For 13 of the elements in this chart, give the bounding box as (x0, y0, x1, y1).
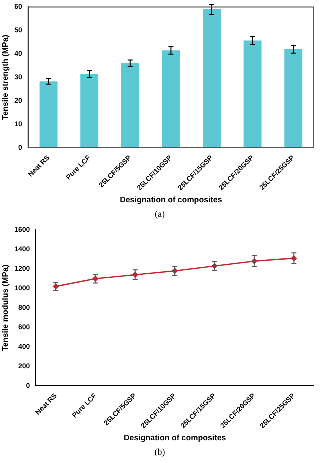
y-axis-title: Tensile strength (MPa) (1, 34, 10, 120)
bar (203, 10, 221, 148)
y-axis-title: Tensile modulus (MPa) (1, 264, 10, 352)
bar (121, 64, 140, 148)
bar (80, 74, 99, 148)
x-axis-title: Designation of composites (120, 195, 223, 204)
bar (162, 50, 180, 148)
text: (a) (154, 208, 166, 221)
x-axis-title: Designation of composites (124, 433, 227, 442)
bar (284, 49, 303, 148)
text: (b) (154, 446, 166, 459)
bar (40, 82, 58, 148)
bar (244, 40, 262, 148)
